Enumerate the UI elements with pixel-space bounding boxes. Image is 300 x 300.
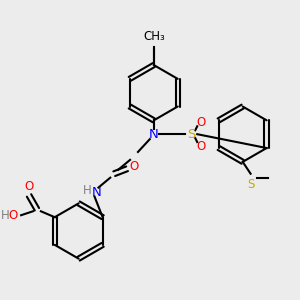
Text: H: H: [1, 209, 9, 222]
Text: O: O: [24, 181, 34, 194]
Text: CH₃: CH₃: [143, 30, 165, 43]
Text: N: N: [149, 128, 159, 141]
Text: O: O: [8, 209, 17, 222]
Text: O: O: [129, 160, 138, 173]
Text: N: N: [92, 186, 101, 199]
Text: S: S: [187, 128, 196, 141]
Text: H: H: [83, 184, 92, 197]
Text: O: O: [196, 140, 206, 152]
Text: S: S: [247, 178, 254, 191]
Text: O: O: [196, 116, 206, 129]
